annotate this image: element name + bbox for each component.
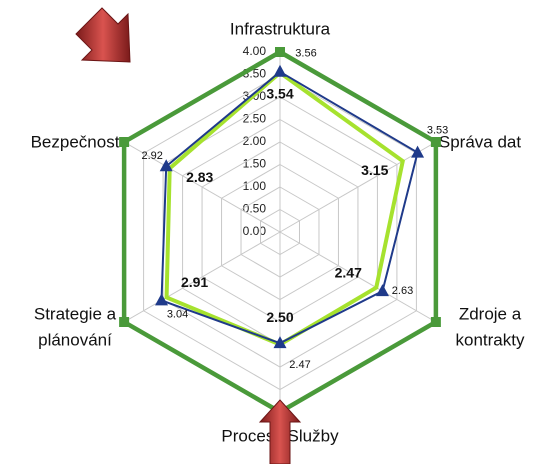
arrow [75, 7, 131, 63]
marker [275, 47, 285, 57]
series-line [160, 70, 419, 345]
y-tick-label: 0.50 [243, 202, 267, 216]
data-label: 3.54 [266, 85, 293, 101]
arrow [258, 399, 302, 464]
data-label: 2.92 [141, 150, 162, 162]
spoke [123, 231, 281, 323]
marker [155, 293, 169, 306]
marker [119, 137, 130, 147]
spoke [123, 141, 281, 233]
plot-area: 0.000.501.001.502.002.503.003.504.00Infr… [31, 19, 525, 445]
category-label: Bezpečnost [31, 132, 120, 151]
y-tick-label: 2.00 [243, 134, 267, 148]
marker [430, 317, 441, 327]
marker [273, 64, 287, 77]
category-label: Správa dat [439, 132, 521, 151]
category-label: Strategie a [34, 304, 117, 323]
marker [119, 317, 130, 327]
y-tick-label: 4.00 [243, 44, 267, 58]
y-tick-label: 2.50 [243, 112, 267, 126]
spoke [279, 141, 437, 233]
data-label: 3.53 [427, 124, 448, 136]
spoke [279, 231, 437, 323]
category-label: plánování [38, 330, 112, 349]
y-tick-label: 1.50 [243, 157, 267, 171]
data-label: 3.04 [167, 308, 188, 320]
data-label: 2.83 [186, 169, 213, 185]
category-label: Zdroje a [459, 304, 522, 323]
data-label: 2.50 [266, 309, 293, 325]
y-tick-label: 0.00 [243, 224, 267, 238]
category-label: kontrakty [456, 330, 525, 349]
y-tick-label: 1.00 [243, 179, 267, 193]
data-label: 3.15 [361, 162, 388, 178]
marker [430, 137, 441, 147]
data-label: 2.47 [289, 359, 310, 371]
marker [159, 159, 173, 172]
marker [411, 145, 425, 158]
data-label: 2.47 [335, 264, 362, 280]
marker [375, 284, 389, 297]
data-label: 2.63 [392, 285, 413, 297]
data-label: 3.56 [295, 48, 316, 60]
category-label: Infrastruktura [230, 19, 331, 38]
marker [273, 336, 287, 349]
data-label: 2.91 [181, 274, 208, 290]
